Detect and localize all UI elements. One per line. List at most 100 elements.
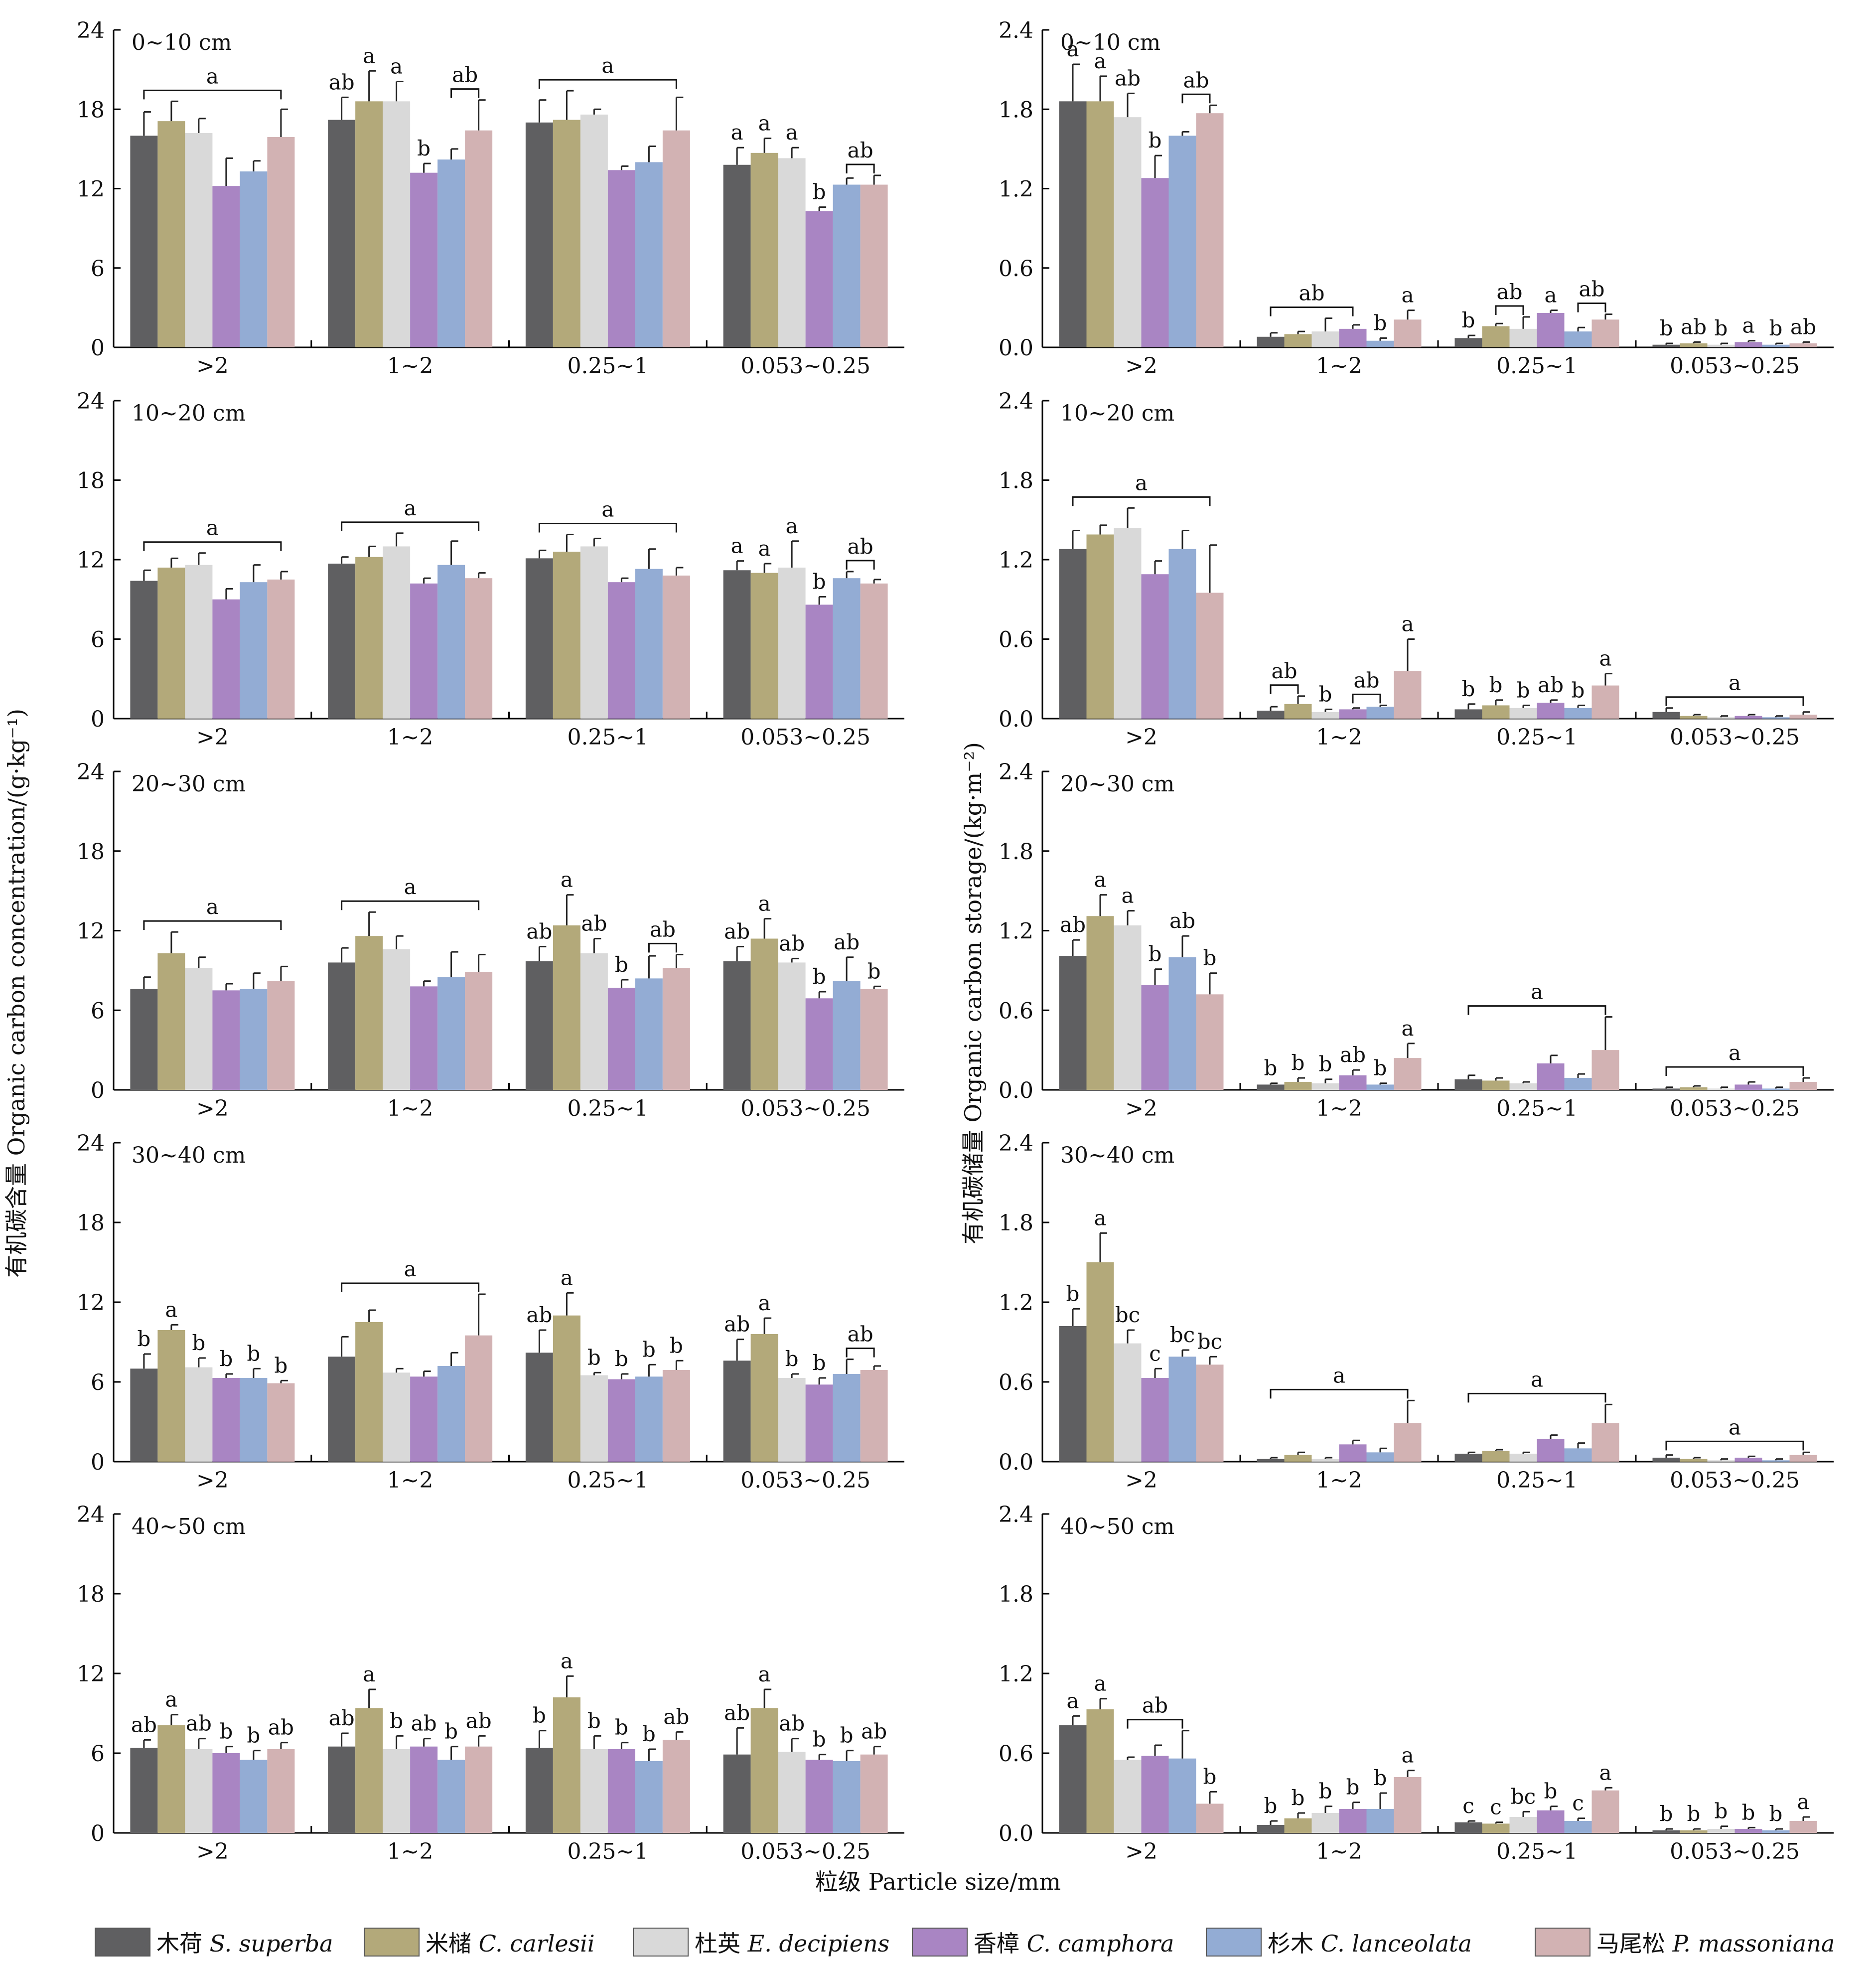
- x-tick-label: 0.053~0.25: [1670, 725, 1800, 750]
- depth-label: 30~40 cm: [132, 1143, 246, 1168]
- bar: [1366, 707, 1394, 719]
- x-tick-label: 0.053~0.25: [740, 1468, 870, 1493]
- bar: [1652, 1458, 1680, 1462]
- significance-label: b: [1462, 308, 1475, 332]
- bar: [1509, 1454, 1537, 1462]
- bar: [185, 1367, 213, 1462]
- bar: [860, 1754, 888, 1833]
- bar: [1680, 716, 1708, 719]
- bar: [157, 953, 185, 1090]
- bar: [1284, 704, 1312, 719]
- y-tick-label: 2.4: [999, 1131, 1033, 1156]
- bar: [185, 565, 213, 719]
- bar: [553, 552, 580, 719]
- significance-label: b: [1346, 1775, 1360, 1800]
- bar: [778, 1378, 806, 1462]
- significance-bracket: [846, 163, 875, 173]
- bar: [553, 1697, 580, 1833]
- significance-label: ab: [779, 1711, 805, 1736]
- bar: [383, 949, 411, 1090]
- x-tick-label: 1~2: [1316, 1096, 1362, 1121]
- x-tick-label: 1~2: [387, 1839, 433, 1864]
- bar: [750, 152, 778, 347]
- bar: [750, 938, 778, 1090]
- y-tick-label: 0.6: [999, 1370, 1033, 1395]
- bar: [860, 1370, 888, 1462]
- significance-bracket: [648, 942, 677, 953]
- bar: [1196, 1804, 1224, 1833]
- bar: [465, 130, 493, 347]
- bar: [1707, 717, 1735, 719]
- bar: [437, 977, 465, 1090]
- depth-label: 20~30 cm: [1060, 771, 1174, 797]
- legend-item-c-camphora: 香樟 C. camphora: [912, 1925, 1174, 1960]
- y-tick-label: 1.2: [999, 548, 1033, 573]
- x-tick-label: >2: [196, 1839, 229, 1864]
- bar: [157, 1330, 185, 1462]
- significance-label: b: [1687, 1802, 1701, 1826]
- depth-label: 40~50 cm: [1060, 1514, 1174, 1539]
- bar: [1454, 338, 1482, 347]
- y-tick-label: 18: [77, 97, 105, 123]
- bar: [1196, 994, 1224, 1090]
- bar: [383, 101, 411, 347]
- x-tick-label: 0.25~1: [567, 1096, 648, 1121]
- y-tick-label: 0: [91, 707, 105, 732]
- bar: [1537, 703, 1565, 719]
- bar: [750, 1708, 778, 1833]
- significance-label: b: [813, 569, 826, 594]
- bar: [1564, 708, 1592, 719]
- bar: [1762, 344, 1790, 347]
- significance-label: b: [642, 1337, 656, 1361]
- significance-label: b: [417, 136, 431, 160]
- bar: [723, 570, 751, 719]
- legend-item-p-massoniana: 马尾松 P. massoniana: [1535, 1925, 1835, 1960]
- bar: [1734, 1458, 1762, 1462]
- bar: [1537, 1810, 1565, 1833]
- significance-label: ab: [663, 1704, 689, 1729]
- bar: [1762, 717, 1790, 719]
- bar: [267, 579, 295, 719]
- bar: [1734, 716, 1762, 719]
- x-tick-label: >2: [196, 353, 229, 379]
- bar: [1366, 1084, 1394, 1090]
- significance-label: ab: [724, 919, 750, 943]
- bar: [833, 1374, 861, 1462]
- significance-bracket: [450, 88, 480, 98]
- bar: [662, 1740, 690, 1833]
- legend-cn: 木荷: [156, 1930, 202, 1957]
- bar: [1394, 1058, 1422, 1090]
- significance-label: b: [1489, 673, 1503, 697]
- significance-label: b: [1264, 1056, 1278, 1080]
- bar: [580, 1375, 608, 1462]
- significance-label: b: [192, 1331, 205, 1355]
- significance-label: a: [404, 496, 417, 520]
- y-tick-label: 6: [91, 1370, 105, 1395]
- y-tick-label: 0: [91, 1821, 105, 1846]
- bar: [130, 989, 158, 1090]
- significance-label: a: [1401, 1016, 1414, 1041]
- bar: [1141, 1756, 1169, 1833]
- bar: [1762, 1460, 1790, 1462]
- significance-label: b: [1292, 1051, 1305, 1075]
- depth-label: 0~10 cm: [1060, 30, 1160, 55]
- significance-label: ab: [131, 1712, 157, 1737]
- significance-label: a: [1094, 49, 1106, 73]
- bar: [1482, 1823, 1510, 1833]
- y-tick-label: 0.6: [999, 627, 1033, 653]
- bar: [1591, 685, 1619, 719]
- significance-label: bc: [1170, 1323, 1195, 1347]
- significance-label: a: [1333, 1363, 1345, 1387]
- bar: [1311, 712, 1339, 719]
- y-tick-label: 0.0: [999, 1078, 1033, 1103]
- bar: [1339, 1075, 1367, 1090]
- bar: [1196, 593, 1224, 719]
- significance-bracket: [1665, 696, 1804, 706]
- significance-bracket: [143, 541, 282, 551]
- bar: [212, 1753, 240, 1833]
- y-tick-label: 1.2: [999, 919, 1033, 944]
- bar: [465, 578, 493, 719]
- bar: [267, 137, 295, 347]
- bar: [1652, 1088, 1680, 1090]
- bar: [805, 604, 833, 719]
